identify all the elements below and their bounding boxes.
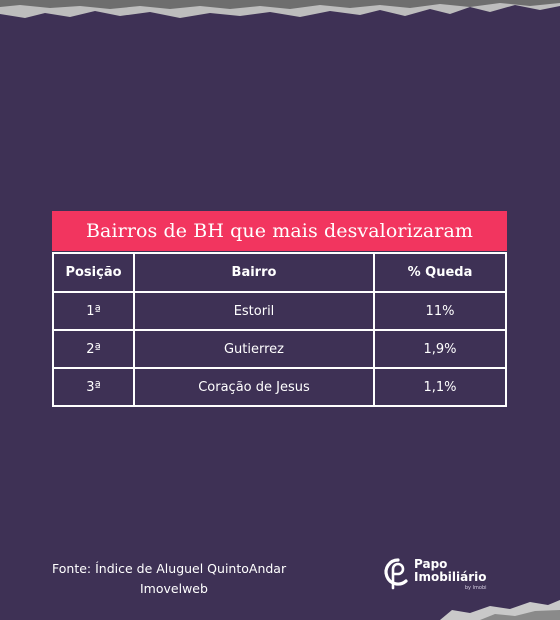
- header-neighborhood: Bairro: [133, 252, 375, 293]
- logo-tagline: by Imobi: [464, 584, 487, 591]
- table-row: 1ª Estoril 11%: [52, 291, 507, 331]
- chart-title: Bairros de BH que mais desvalorizaram: [85, 220, 474, 242]
- title-banner: Bairros de BH que mais desvalorizaram: [52, 211, 507, 251]
- header-drop: % Queda: [373, 252, 507, 293]
- torn-paper-top-decoration: [0, 0, 560, 18]
- cell-position: 3ª: [52, 367, 135, 407]
- cell-neighborhood: Gutierrez: [133, 329, 375, 369]
- logo-name-line-1: Papo: [414, 556, 448, 571]
- papo-imobiliario-logo-icon: [384, 558, 408, 590]
- source-line-1: Fonte: Índice de Aluguel QuintoAndar: [52, 561, 287, 576]
- ranking-table: Posição Bairro % Queda 1ª Estoril 11% 2ª…: [52, 252, 507, 407]
- source-line-2: Imovelweb: [140, 581, 208, 596]
- cell-position: 2ª: [52, 329, 135, 369]
- table-header-row: Posição Bairro % Queda: [52, 252, 507, 293]
- table-row: 2ª Gutierrez 1,9%: [52, 329, 507, 369]
- torn-paper-bottom-decoration: [440, 600, 560, 620]
- cell-position: 1ª: [52, 291, 135, 331]
- table-row: 3ª Coração de Jesus 1,1%: [52, 367, 507, 407]
- source-note: Fonte: Índice de Aluguel QuintoAndar Imo…: [52, 559, 322, 599]
- cell-neighborhood: Estoril: [133, 291, 375, 331]
- logo-name-line-2: Imobiliário: [414, 569, 487, 584]
- cell-drop: 1,1%: [373, 367, 507, 407]
- cell-drop: 11%: [373, 291, 507, 331]
- header-position: Posição: [52, 252, 135, 293]
- cell-drop: 1,9%: [373, 329, 507, 369]
- cell-neighborhood: Coração de Jesus: [133, 367, 375, 407]
- brand-logo: Papo Imobiliário by Imobi: [382, 556, 492, 592]
